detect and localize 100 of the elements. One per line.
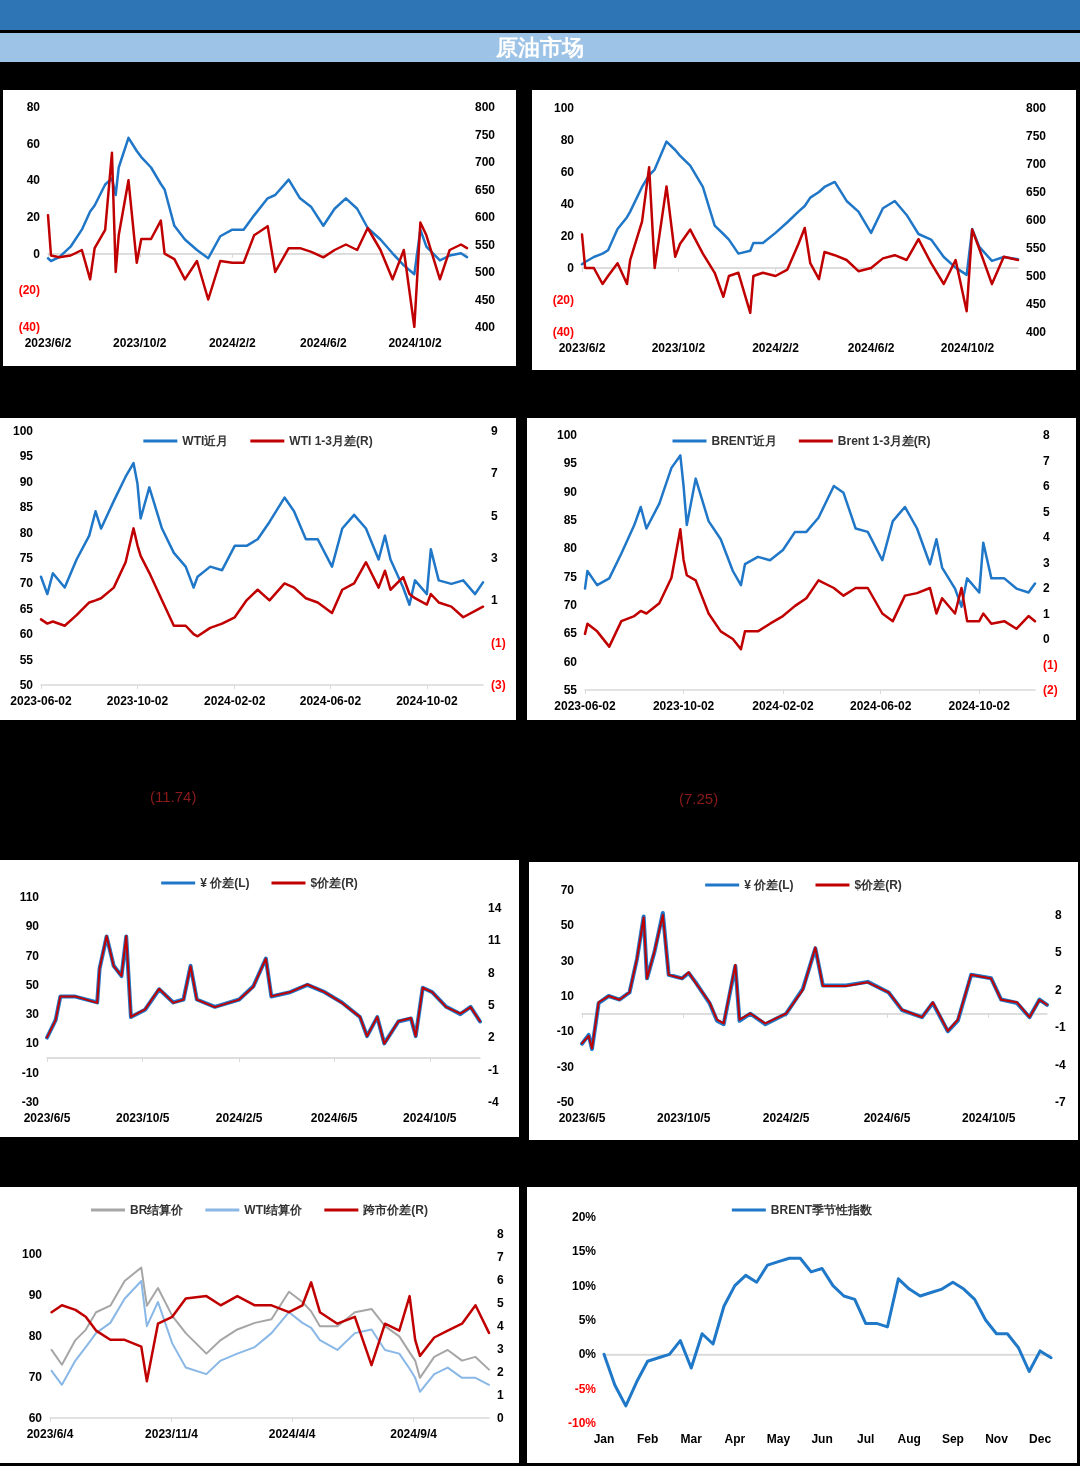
y2-tick-label: -4 (488, 1095, 499, 1109)
y2-tick-label: 5 (497, 1296, 504, 1310)
y2-tick-label: 8 (1043, 428, 1050, 442)
y2-tick-label: 6 (497, 1273, 504, 1287)
y2-tick-label: -4 (1055, 1057, 1066, 1072)
y-tick-label: (40) (18, 320, 40, 334)
y2-tick-label: 550 (475, 237, 496, 252)
x-tick-label: 2024/10/5 (961, 1111, 1016, 1125)
x-tick-label: 2024/6/2 (847, 341, 895, 355)
y2-tick-label: 5 (1055, 945, 1062, 960)
legend-label: Brent 1-3月差(R) (837, 434, 931, 448)
x-tick-label: 2023-10-02 (652, 699, 715, 713)
y-tick-label: 0 (33, 246, 41, 261)
y2-tick-label: 5 (1043, 504, 1050, 519)
y2-tick-label: 6 (1043, 479, 1050, 493)
y2-tick-label: 7 (497, 1250, 504, 1264)
y-tick-label: 30 (560, 953, 575, 968)
y-tick-label: 60 (563, 654, 578, 669)
y2-tick-label: 1 (491, 593, 498, 608)
y2-tick-label: 0 (497, 1411, 504, 1425)
y2-tick-label: 3 (1043, 555, 1050, 570)
legend-label: $价差(R) (854, 878, 902, 892)
x-tick-label: Aug (897, 1432, 921, 1446)
y-tick-label: 20% (571, 1210, 597, 1224)
x-tick-label: Mar (680, 1432, 703, 1446)
legend-label: $价差(R) (310, 876, 358, 890)
y2-tick-label: 0 (1043, 632, 1050, 646)
x-tick-label: 2024/6/5 (863, 1111, 911, 1125)
y-tick-label: 40 (26, 173, 41, 188)
y2-tick-label: 800 (475, 100, 496, 114)
y-tick-label: 55 (563, 683, 578, 697)
x-tick-label: 2024/6/2 (299, 336, 347, 350)
x-tick-label: 2023-10-02 (106, 694, 169, 708)
x-tick-label: 2023/11/4 (145, 1427, 199, 1441)
x-tick-label: 2023/6/5 (23, 1111, 71, 1125)
y-tick-label: (20) (552, 293, 574, 307)
y2-tick-label: 2 (1055, 982, 1062, 997)
y2-tick-label: 400 (1026, 325, 1047, 339)
y2-tick-label: 8 (497, 1227, 504, 1241)
x-tick-label: Jul (856, 1432, 875, 1446)
y-tick-label: 10% (571, 1278, 597, 1293)
y-tick-label: 95 (563, 456, 578, 471)
y-tick-label: 0 (567, 261, 575, 275)
y2-tick-label: (3) (491, 678, 506, 692)
x-tick-label: 2023/10/2 (651, 341, 706, 355)
x-tick-label: 2023/10/2 (113, 336, 167, 350)
x-tick-label: 2024-02-02 (752, 699, 814, 713)
y2-tick-label: 8 (1055, 908, 1062, 922)
text: (7.25) (679, 790, 719, 807)
y2-tick-label: 750 (475, 127, 496, 142)
y-tick-label: 10 (560, 989, 575, 1003)
x-tick-label: 2024-06-02 (299, 694, 362, 708)
x-tick-label: 2024-10-02 (948, 699, 1011, 713)
y2-tick-label: 14 (488, 901, 502, 915)
y-tick-label: 40 (560, 197, 575, 211)
y-tick-label: 80 (563, 541, 578, 556)
y2-tick-label: 2 (497, 1365, 504, 1379)
y-tick-label: 90 (19, 474, 34, 489)
x-tick-label: 2024/2/2 (752, 341, 800, 355)
y-tick-label: 70 (563, 598, 578, 612)
y2-tick-label: 500 (1026, 269, 1047, 283)
y2-tick-label: 800 (1026, 101, 1047, 115)
y2-tick-label: 8 (488, 965, 495, 980)
x-tick-label: 2024-02-02 (204, 694, 266, 708)
y-tick-label: 0% (578, 1347, 597, 1362)
y2-tick-label: 5 (488, 998, 495, 1012)
y-tick-label: 90 (563, 484, 578, 499)
y2-tick-label: 3 (497, 1342, 504, 1356)
y2-tick-label: 650 (475, 182, 496, 197)
y-tick-label: -50 (556, 1095, 575, 1109)
x-tick-label: 2024/10/5 (403, 1111, 457, 1125)
y2-tick-label: 2 (488, 1030, 495, 1045)
x-tick-label: Sep (941, 1432, 964, 1446)
y-tick-label: 80 (28, 1329, 43, 1343)
y-tick-label: 5% (578, 1313, 597, 1327)
y2-tick-label: 700 (475, 155, 496, 169)
y-tick-label: 60 (560, 165, 575, 179)
x-tick-label: 2024/10/2 (388, 336, 443, 350)
legend-label: ¥ 价差(L) (744, 878, 794, 892)
y-tick-label: 15% (571, 1244, 597, 1259)
y-tick-label: 50 (19, 678, 34, 692)
y-tick-label: 100 (12, 424, 34, 438)
legend-label: WTI近月 (182, 434, 229, 448)
x-tick-label: 2024/2/2 (208, 336, 256, 350)
x-tick-label: Dec (1029, 1432, 1052, 1446)
y2-tick-label: 1 (497, 1388, 504, 1402)
y-tick-label: 20 (26, 210, 41, 224)
y2-tick-label: 11 (488, 933, 502, 948)
text: 原油市场 (0, 33, 1080, 62)
y-tick-label: 80 (560, 133, 575, 147)
legend-label: BRENT近月 (711, 434, 777, 448)
y-tick-label: 80 (19, 525, 34, 540)
y2-tick-label: 1 (1043, 606, 1050, 621)
y2-tick-label: 600 (475, 210, 496, 224)
x-tick-label: May (766, 1432, 791, 1446)
x-tick-label: 2023-06-02 (554, 699, 617, 713)
y-tick-label: 70 (19, 576, 34, 591)
legend-label: WTI结算价 (244, 1203, 304, 1217)
y-tick-label: 100 (553, 101, 575, 115)
x-tick-label: 2023/6/4 (26, 1427, 74, 1441)
